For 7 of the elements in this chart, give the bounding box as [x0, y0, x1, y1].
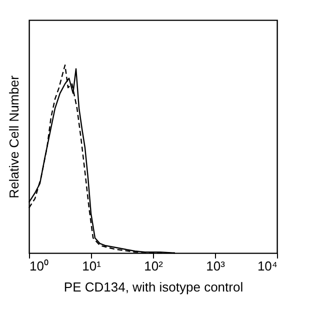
- x-axis-title: PE CD134, with isotype control: [64, 280, 244, 294]
- x-tick-label: 10⁰: [30, 258, 49, 274]
- x-tick-label: 10¹: [82, 258, 102, 274]
- y-axis-title: Relative Cell Number: [6, 74, 22, 198]
- x-tick-label: 10³: [206, 258, 226, 274]
- x-tick-label: 10⁴: [257, 258, 278, 274]
- x-tick-label: 10²: [144, 258, 164, 274]
